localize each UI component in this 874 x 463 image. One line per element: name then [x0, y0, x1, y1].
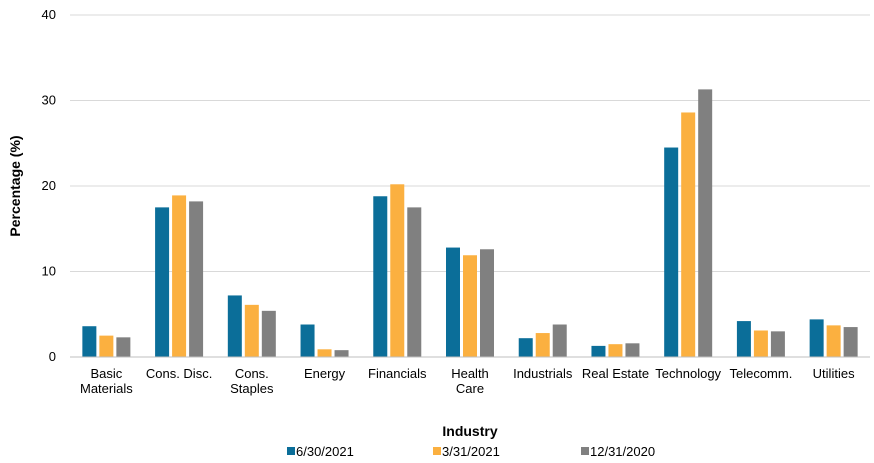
- legend-swatch: [433, 447, 441, 455]
- bar-2-1: [99, 335, 114, 357]
- x-tick-label: Telecomm.: [729, 366, 792, 381]
- bar-1-6: [446, 247, 460, 357]
- bar-2-5: [390, 184, 405, 357]
- bar-3-4: [334, 350, 349, 357]
- x-axis-title: Industry: [442, 423, 497, 439]
- bar-1-8: [591, 345, 606, 357]
- bars: [82, 89, 858, 357]
- bar-3-7: [552, 324, 567, 357]
- bar-1-9: [664, 147, 679, 357]
- y-tick-label: 0: [49, 349, 56, 364]
- bar-3-2: [189, 201, 204, 357]
- x-tick-label-line: Care: [456, 381, 484, 396]
- bar-3-5: [407, 207, 422, 357]
- bar-3-6: [480, 249, 494, 357]
- bar-1-3: [227, 295, 242, 357]
- bar-2-11: [826, 325, 841, 357]
- bar-2-6: [463, 255, 477, 357]
- bar-2-2: [172, 195, 187, 357]
- y-tick-label: 30: [42, 93, 56, 108]
- x-tick-label-line: Cons. Disc.: [146, 366, 212, 381]
- x-tick-label-line: Materials: [80, 381, 133, 396]
- legend-label: 6/30/2021: [296, 444, 354, 459]
- x-tick-label: Technology: [655, 366, 721, 381]
- x-tick-label-line: Industrials: [513, 366, 573, 381]
- x-tick-label-line: Basic: [90, 366, 122, 381]
- y-axis-title: Percentage (%): [7, 135, 23, 236]
- bar-2-10: [753, 330, 768, 357]
- x-tick-label-line: Staples: [230, 381, 274, 396]
- bar-2-9: [681, 112, 696, 357]
- bar-2-3: [244, 304, 259, 357]
- x-tick-label-line: Real Estate: [582, 366, 649, 381]
- x-tick-label-line: Financials: [368, 366, 427, 381]
- bar-1-5: [373, 196, 388, 357]
- bar-1-10: [736, 321, 751, 357]
- bar-3-3: [261, 310, 276, 357]
- y-axis-ticks: 0 10 20 30 40: [42, 7, 56, 364]
- x-tick-label: Cons. Staples: [230, 366, 274, 396]
- x-tick-label-line: Health: [451, 366, 489, 381]
- bar-1-11: [809, 319, 824, 357]
- x-tick-label-line: Utilities: [813, 366, 855, 381]
- y-tick-label: 10: [42, 264, 56, 279]
- x-tick-label-line: Technology: [655, 366, 721, 381]
- bar-1-7: [518, 338, 533, 357]
- x-tick-label-line: Energy: [304, 366, 346, 381]
- legend-swatch: [581, 447, 589, 455]
- bar-3-11: [843, 327, 858, 357]
- x-tick-label: Financials: [368, 366, 427, 381]
- x-tick-label-line: Telecomm.: [729, 366, 792, 381]
- bar-2-8: [608, 344, 623, 357]
- x-tick-label: Real Estate: [582, 366, 649, 381]
- x-tick-label: Health Care: [451, 366, 489, 396]
- y-tick-label: 40: [42, 7, 56, 22]
- bar-3-10: [770, 331, 785, 357]
- legend-label: 3/31/2021: [442, 444, 500, 459]
- x-tick-label: Utilities: [813, 366, 855, 381]
- y-tick-label: 20: [42, 178, 56, 193]
- bar-1-2: [155, 207, 170, 357]
- bar-3-8: [625, 343, 640, 357]
- legend-swatch: [287, 447, 295, 455]
- bar-1-4: [300, 324, 315, 357]
- bar-3-9: [698, 89, 713, 357]
- x-tick-label: Basic Materials: [80, 366, 133, 396]
- bar-3-1: [116, 337, 131, 357]
- x-tick-label-line: Cons.: [235, 366, 269, 381]
- x-tick-label: Industrials: [513, 366, 573, 381]
- legend: 6/30/2021 3/31/2021 12/31/2020: [287, 444, 655, 459]
- x-tick-label: Energy: [304, 366, 346, 381]
- bar-2-7: [535, 333, 550, 357]
- legend-label: 12/31/2020: [590, 444, 655, 459]
- x-tick-label: Cons. Disc.: [146, 366, 212, 381]
- x-axis-ticks: Basic Materials Cons. Disc. Cons. Staples Ene…: [80, 366, 855, 396]
- bar-2-4: [317, 349, 332, 357]
- bar-1-1: [82, 326, 97, 357]
